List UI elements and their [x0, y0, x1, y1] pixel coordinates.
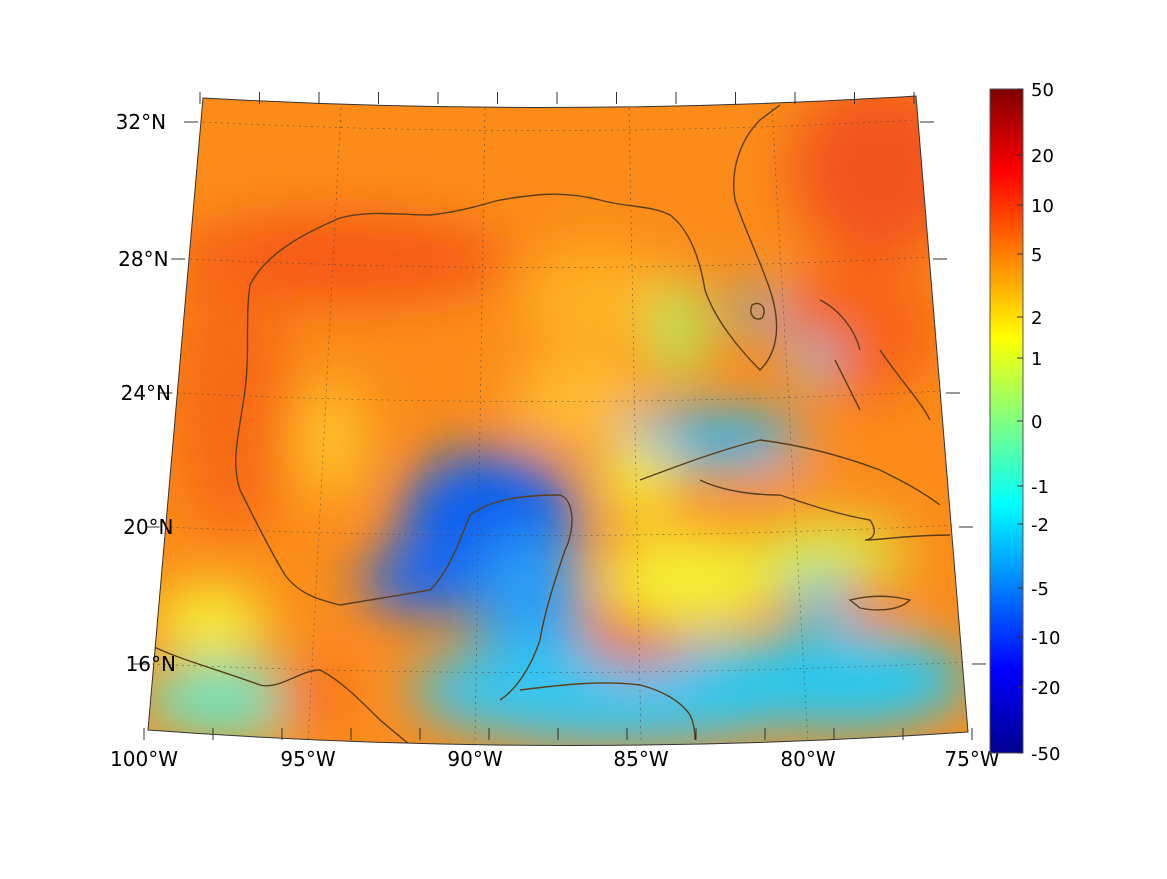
colorbar-tick-label: 20: [1031, 146, 1054, 167]
map-frame: [147, 95, 969, 747]
parallel-line: [151, 661, 969, 673]
colorbar-tick-label: -1: [1031, 477, 1049, 498]
lat-label: 24°N: [121, 381, 171, 405]
meridian-line: [307, 107, 342, 744]
latitude-labels: 32°N 28°N 24°N 20°N 16°N: [116, 110, 176, 676]
lat-label: 28°N: [118, 247, 168, 271]
colorbar-tick-label: 2: [1031, 308, 1042, 329]
lon-label: 85°W: [613, 747, 668, 771]
colorbar-tick-label: -2: [1031, 515, 1049, 536]
colorbar-tick-label: 5: [1031, 245, 1042, 266]
lon-label: 90°W: [447, 747, 502, 771]
coastline: [149, 104, 951, 746]
graticule: [151, 107, 969, 744]
parallel-line: [202, 119, 917, 131]
lon-label: 95°W: [280, 747, 335, 771]
colorbar-tick-label: -10: [1031, 628, 1060, 649]
data-field: [148, 96, 968, 746]
parallel-line: [177, 390, 943, 402]
lat-label: 16°N: [126, 652, 176, 676]
colorbar-tick-label: 0: [1031, 412, 1042, 433]
frame-ticks: [132, 92, 986, 740]
colorbar-tick-label: 1: [1031, 349, 1042, 370]
lon-label: 80°W: [780, 747, 835, 771]
lon-label: 100°W: [110, 747, 178, 771]
longitude-labels: 100°W 95°W 90°W 85°W 80°W 75°W: [110, 747, 1000, 771]
meridian-line: [474, 107, 486, 744]
meridian-line: [628, 107, 642, 744]
colorbar-tick-label: 10: [1031, 196, 1054, 217]
lat-label: 20°N: [123, 515, 173, 539]
lat-label: 32°N: [116, 110, 166, 134]
colorbar-tick-label: 50: [1031, 80, 1054, 101]
meridian-line: [771, 107, 809, 744]
colorbar-tick-label: -5: [1031, 579, 1049, 600]
colorbar-tick-label: -20: [1031, 678, 1060, 699]
colorbar-tick-label: -50: [1031, 744, 1060, 765]
